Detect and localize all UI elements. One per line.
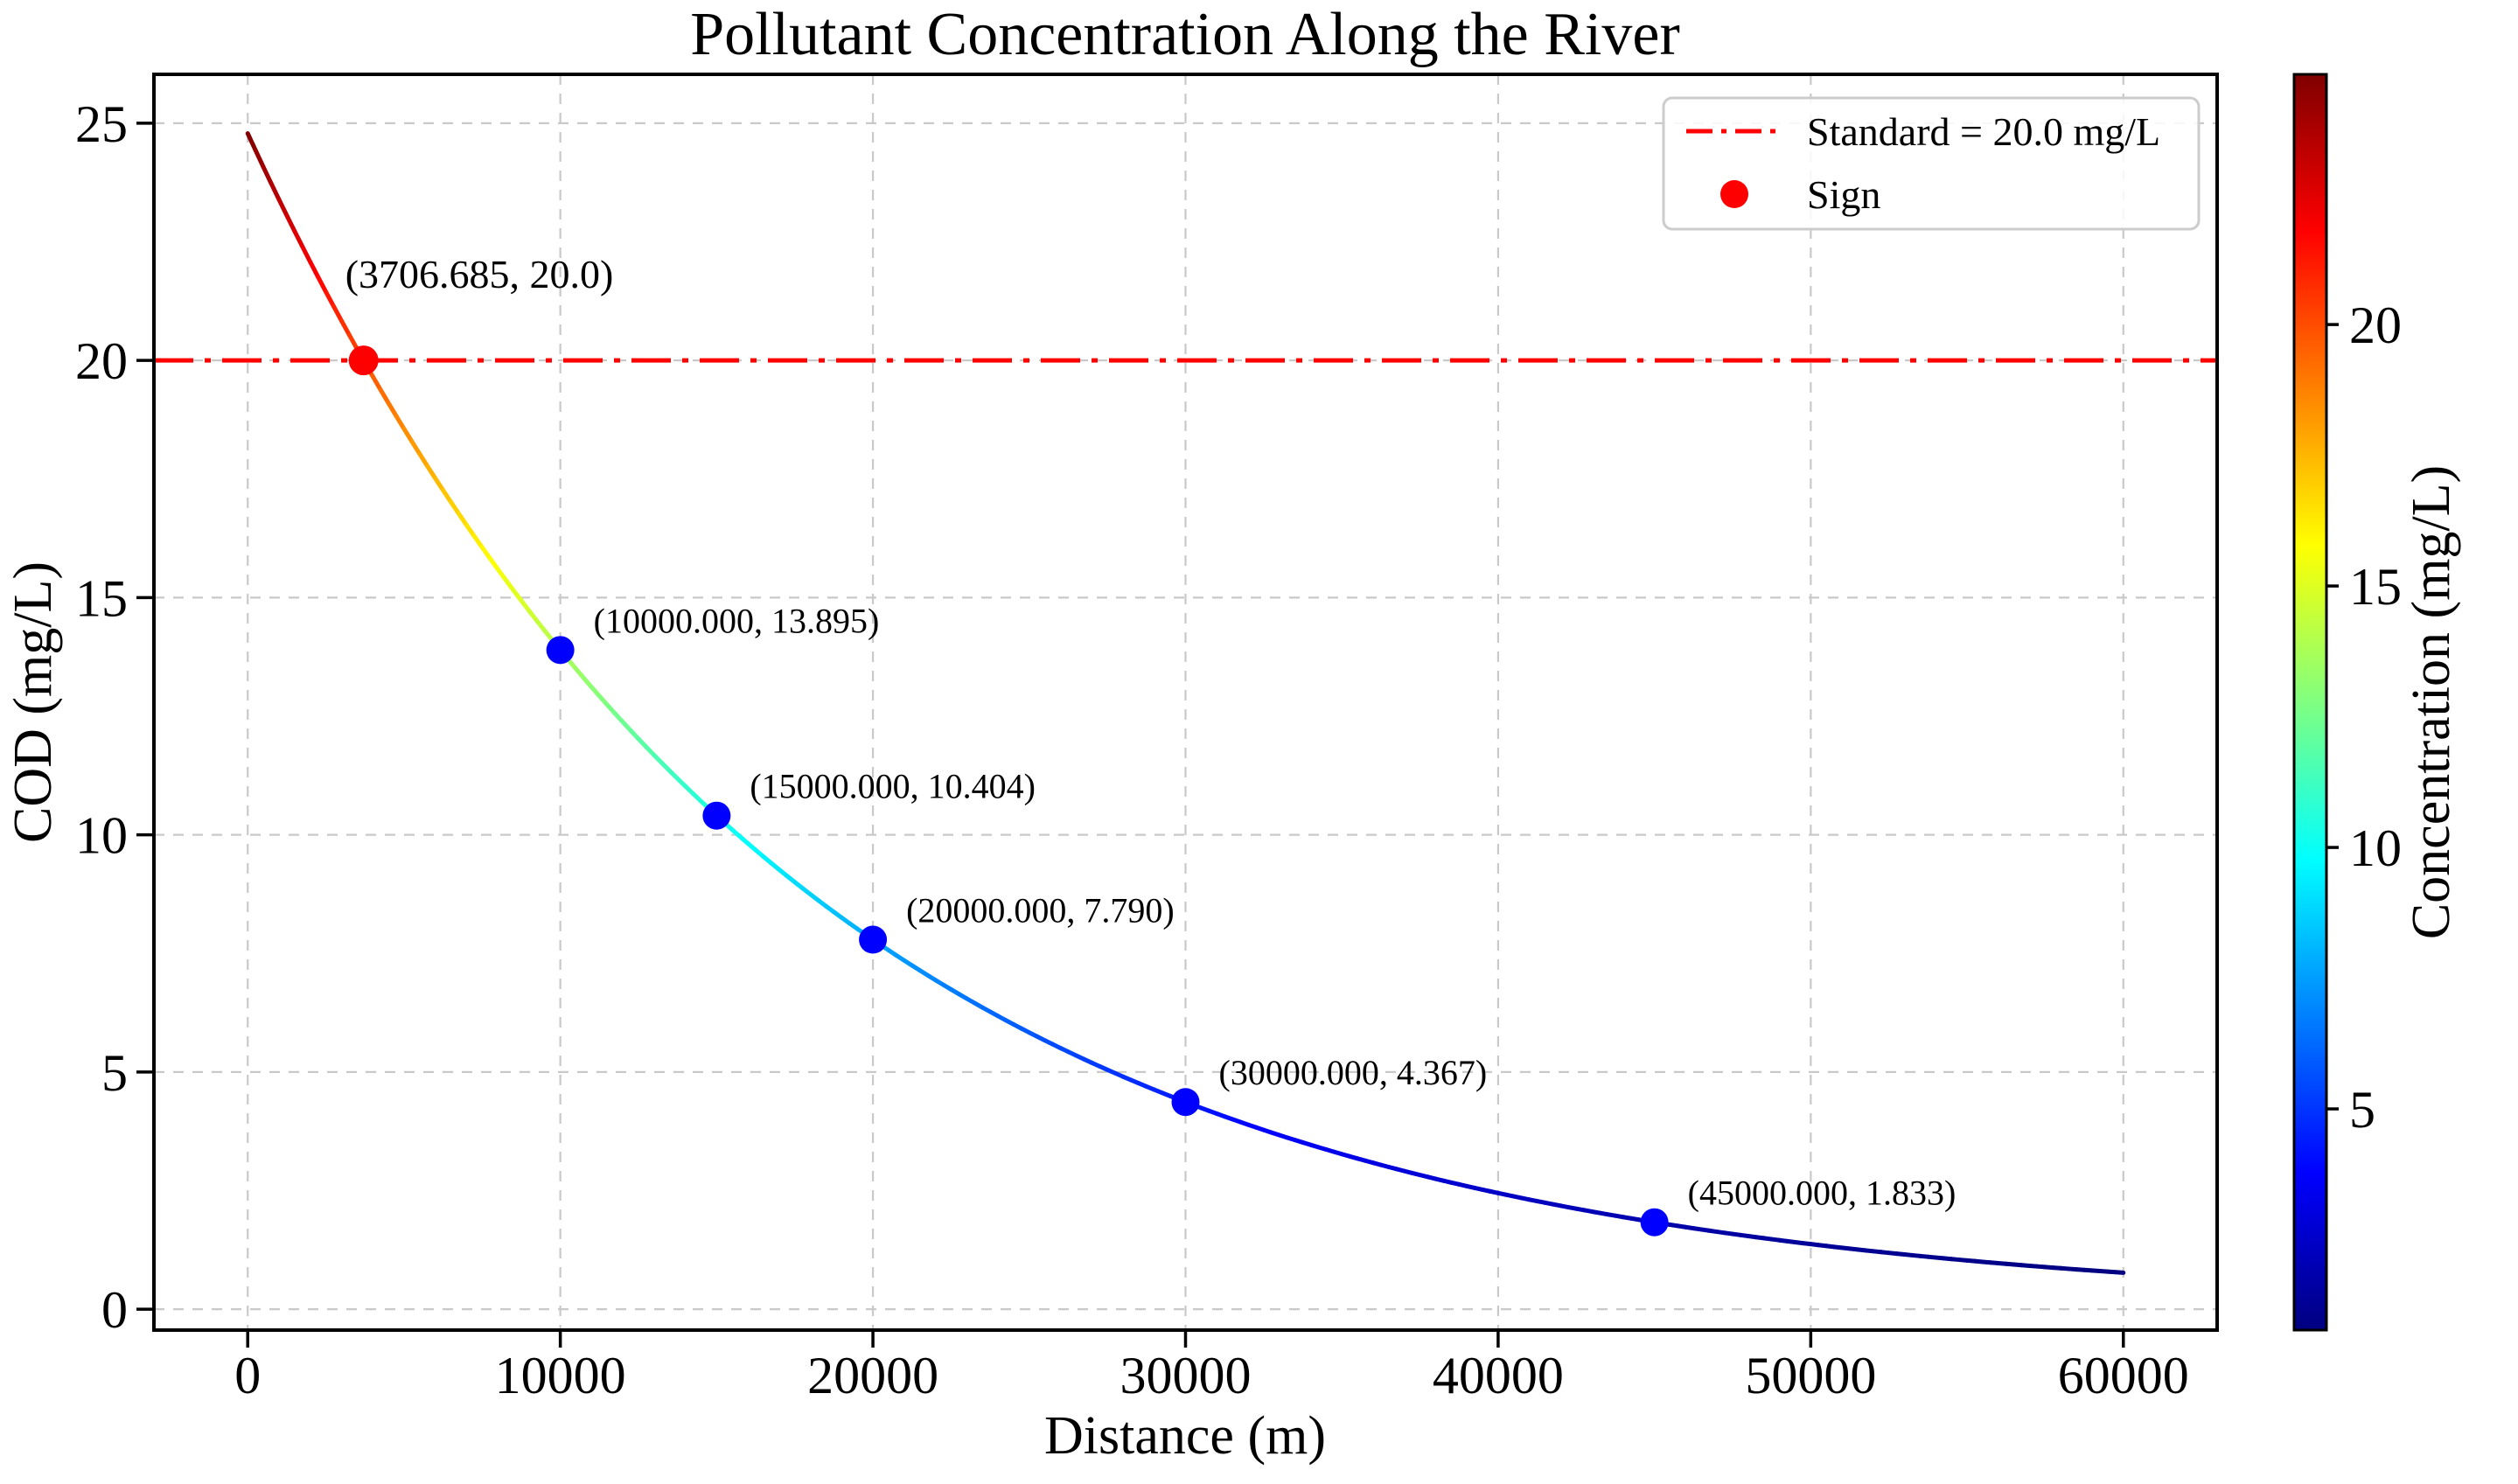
axes-layer: 0 10000 20000 30000 40000 50000 60000 0 5 10 15 20 2… [75, 73, 2219, 1404]
curve-segment [338, 318, 352, 338]
y-tick-label-20: 20 [75, 332, 128, 390]
curve-segment [316, 275, 329, 295]
curve-segment [409, 439, 422, 456]
colorbar-outline [2292, 73, 2328, 1332]
curve-segment [417, 451, 430, 469]
curve-segment [331, 303, 344, 324]
curve-segment [370, 373, 383, 393]
y-tick-label-10: 10 [75, 807, 128, 865]
curve-segment [441, 488, 454, 505]
data-point-45000 [1640, 1208, 1669, 1237]
curve-segment [346, 332, 359, 352]
curve-segment [449, 499, 461, 516]
data-point-15000 [702, 801, 731, 830]
curve-segment [487, 555, 500, 572]
curve-segment [394, 414, 407, 431]
x-axis-label: Distance (m) [1044, 1406, 1326, 1466]
point-annotation-10000: (10000.000, 13.895) [594, 601, 880, 640]
legend-label-standard: Standard = 20.0 mg/L [1807, 109, 2160, 154]
curve-segment [292, 228, 305, 249]
curve-segment [479, 545, 492, 561]
y-tick-label-25: 25 [75, 95, 128, 153]
curve-segment [245, 131, 258, 153]
legend-label-sign: Sign [1807, 172, 1880, 217]
curve-segment [284, 212, 297, 233]
x-tick-label-60000: 60000 [2058, 1347, 2189, 1404]
curve-segment [471, 533, 485, 550]
y-tick-label-0: 0 [101, 1281, 128, 1339]
x-tick-label-20000: 20000 [807, 1347, 938, 1404]
plot-layers: 5 10 15 20 (10000.000, 13.895) (15000.000, 10… [154, 73, 2402, 1332]
concentration-curve [245, 131, 2126, 1275]
colorbar-tick-label-20: 20 [2349, 296, 2402, 354]
sign-annotation: (3706.685, 20.0) [345, 252, 614, 296]
marked-points: (10000.000, 13.895) (15000.000, 10.404) (2… [546, 601, 1957, 1237]
legend-box [1662, 96, 2201, 231]
curve-segment [276, 197, 289, 218]
data-point-10000 [546, 636, 575, 665]
colorbar-tick-label-10: 10 [2349, 819, 2402, 877]
data-point-30000 [1171, 1088, 1200, 1117]
curve-segment [253, 148, 266, 170]
curve-segment [495, 567, 508, 582]
curve-segment [433, 476, 446, 493]
curve-segment [269, 181, 282, 202]
curve-segment [324, 289, 337, 309]
x-tick-label-30000: 30000 [1120, 1347, 1252, 1404]
point-annotation-45000: (45000.000, 1.833) [1688, 1174, 1957, 1213]
y-tick-label-5: 5 [101, 1044, 128, 1102]
x-tick-label-0: 0 [234, 1347, 261, 1404]
colorbar-tick-label-5: 5 [2349, 1081, 2375, 1139]
curve-segment [456, 511, 469, 527]
curve-segment [386, 401, 399, 419]
point-annotation-30000: (30000.000, 4.367) [1219, 1053, 1488, 1092]
x-tick-label-10000: 10000 [495, 1347, 626, 1404]
curve-segment [308, 259, 321, 280]
curve-segment [261, 164, 274, 186]
point-annotation-15000: (15000.000, 10.404) [750, 767, 1036, 806]
data-point-20000 [859, 925, 888, 954]
x-tick-label-40000: 40000 [1433, 1347, 1564, 1404]
legend-sign-marker [1720, 180, 1748, 208]
curve-segment [2113, 1270, 2126, 1275]
colorbar-tick-label-15: 15 [2349, 558, 2402, 616]
curve-segment [464, 522, 477, 539]
colorbar-label: Concentration (mg/L) [2402, 465, 2461, 939]
curve-segment [425, 463, 438, 481]
chart-title: Pollutant Concentration Along the River [690, 1, 1680, 68]
colorbar: 5 10 15 20 [2292, 73, 2402, 1332]
colorbar-gradient [2294, 74, 2326, 1330]
y-axis-label: COD (mg/L) [3, 561, 63, 843]
curve-segment [300, 244, 313, 264]
curve-segment [401, 426, 415, 444]
sign-point [348, 345, 379, 376]
y-tick-label-15: 15 [75, 569, 128, 627]
x-tick-label-50000: 50000 [1745, 1347, 1876, 1404]
curve-segment [378, 387, 391, 406]
legend: Standard = 20.0 mg/L Sign [1662, 96, 2201, 231]
point-annotation-20000: (20000.000, 7.790) [906, 891, 1175, 930]
